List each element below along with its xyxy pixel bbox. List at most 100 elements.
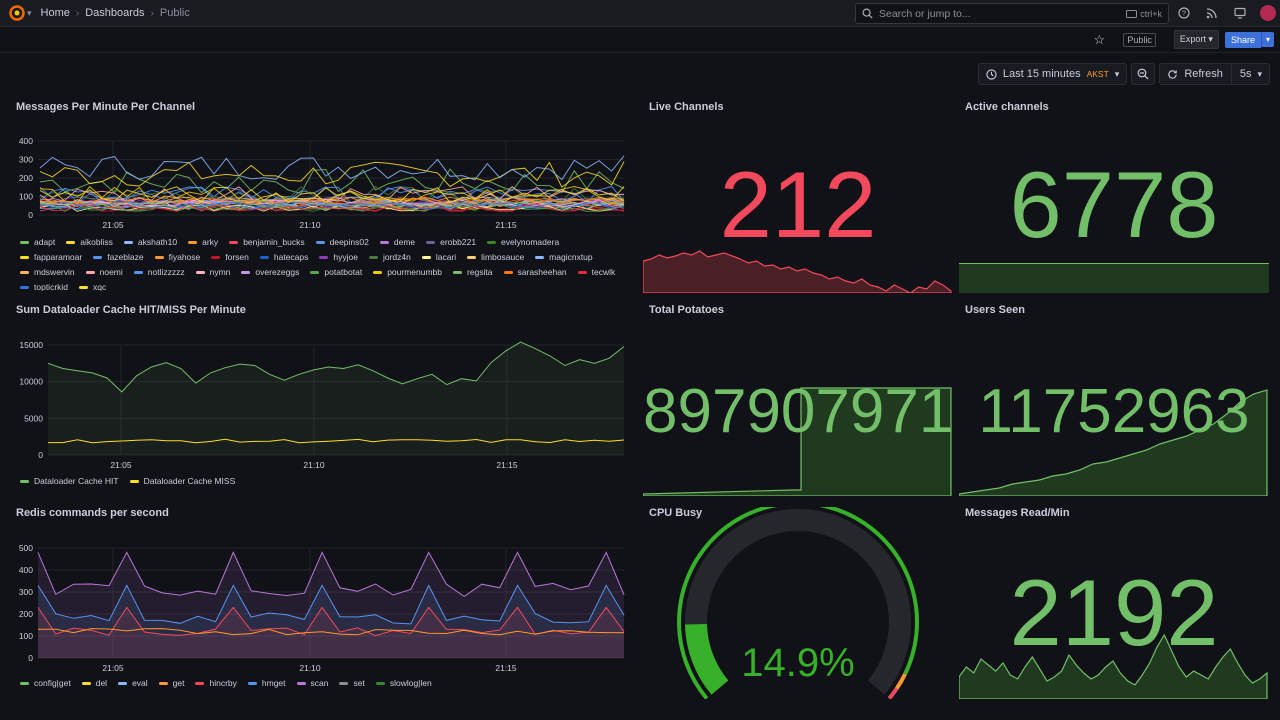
legend-item[interactable]: slowlog|len [375, 678, 432, 688]
legend-item[interactable]: overezeggs [241, 267, 299, 277]
refresh-button[interactable]: Refresh 5s ▾ [1159, 63, 1270, 85]
dataloader-timeseries-chart[interactable]: 15000 10000 5000 0 21:05 21:10 21:15 [16, 330, 628, 470]
legend-item[interactable]: topticrkid [20, 282, 68, 291]
user-avatar[interactable] [1260, 5, 1276, 21]
legend-item[interactable]: tecwlk [577, 267, 615, 277]
legend-item[interactable]: akshath10 [123, 237, 177, 247]
y-tick-label: 200 [19, 173, 33, 183]
legend-item[interactable]: sarasheehan [503, 267, 567, 277]
legend-item[interactable]: limbosauce [467, 252, 524, 262]
legend-item[interactable]: hincrby [195, 678, 237, 688]
legend-label: pourmenumbb [387, 267, 442, 277]
breadcrumb-home[interactable]: Home [40, 7, 70, 19]
legend-item[interactable]: hmget [247, 678, 286, 688]
legend-swatch [188, 240, 198, 244]
kiosk-monitor-icon[interactable] [1232, 5, 1248, 21]
legend-item[interactable]: get [158, 678, 184, 688]
series-line [39, 185, 625, 204]
legend-item[interactable]: magicnxtup [535, 252, 593, 262]
legend-item[interactable]: pourmenumbb [373, 267, 442, 277]
time-range-picker[interactable]: Last 15 minutes AKST ▾ [977, 63, 1128, 85]
chevron-down-icon[interactable]: ▾ [27, 7, 32, 18]
legend-label: hmget [261, 678, 286, 688]
x-tick-label: 21:05 [110, 460, 132, 470]
legend-swatch [319, 255, 329, 259]
legend-item[interactable]: Dataloader Cache MISS [129, 476, 235, 486]
redis-timeseries-chart[interactable]: 500 400 300 200 100 0 21:05 21:10 21:15 [16, 533, 628, 673]
legend-label: topticrkid [34, 282, 69, 291]
legend-swatch [20, 255, 29, 259]
breadcrumb-dashboards[interactable]: Dashboards [85, 7, 145, 19]
legend-item[interactable]: arky [188, 237, 218, 247]
search-input[interactable]: Search or jump to... ctrl+k [855, 3, 1169, 24]
panel-title: Messages Read/Min [965, 507, 1070, 519]
gauge-threshold-green [677, 507, 920, 699]
y-tick-label: 100 [19, 631, 33, 641]
series-line [37, 584, 625, 625]
panel-redis-commands: Redis commands per second 500 400 300 200 10… [16, 507, 628, 697]
legend-item[interactable]: set [339, 678, 365, 688]
panel-title: Users Seen [965, 304, 1025, 316]
timezone-badge: AKST [1086, 69, 1109, 79]
legend-label: fazeblaze [107, 252, 144, 262]
refresh-interval[interactable]: 5s [1239, 68, 1252, 80]
legend-item[interactable]: deepins02 [315, 237, 369, 247]
legend-item[interactable]: hyyjoe [319, 252, 358, 262]
legend-item[interactable]: fazeblaze [93, 252, 144, 262]
legend-item[interactable]: benjamin_bucks [229, 237, 305, 247]
legend-item[interactable]: forsen [211, 252, 249, 262]
legend-item[interactable]: erobb221 [426, 237, 476, 247]
legend-item[interactable]: jordz4n [368, 252, 411, 262]
grafana-logo-icon[interactable] [9, 5, 25, 21]
legend-item[interactable]: aikobliss [66, 237, 113, 247]
legend-swatch [467, 255, 477, 259]
legend-item[interactable]: config|get [20, 678, 71, 688]
messages-timeseries-chart[interactable]: 400 300 200 100 0 21:05 21:10 21:15 [16, 127, 628, 237]
gauge-value-arc [685, 623, 729, 695]
chevron-down-icon: ▾ [1257, 68, 1262, 79]
y-tick-label: 10000 [19, 377, 43, 387]
time-controls: Last 15 minutes AKST ▾ Refresh 5s ▾ [977, 63, 1270, 85]
series-line [37, 551, 625, 598]
legend-item[interactable]: nymn [195, 267, 231, 277]
legend-item[interactable]: fiyahose [154, 252, 200, 262]
share-dropdown-icon[interactable]: ▾ [1260, 32, 1274, 47]
messages-read-value: 2192 [1009, 560, 1219, 665]
legend-label: aikobliss [80, 237, 113, 247]
legend-item[interactable]: deme [379, 237, 415, 247]
series-area [38, 585, 624, 658]
legend-item[interactable]: fapparamoar [20, 252, 82, 262]
legend-item[interactable]: adapt [20, 237, 55, 247]
legend-item[interactable]: eval [118, 678, 148, 688]
zoom-out-button[interactable] [1131, 63, 1156, 85]
rss-news-icon[interactable] [1204, 5, 1220, 21]
legend-swatch [20, 270, 29, 274]
legend-item[interactable]: regsita [453, 267, 493, 277]
legend-swatch [453, 270, 462, 274]
legend-swatch [259, 255, 269, 259]
star-icon[interactable]: ☆ [1093, 31, 1106, 47]
legend-swatch [375, 681, 385, 685]
share-button[interactable]: Share [1224, 31, 1261, 48]
legend-item[interactable]: lacari [421, 252, 456, 262]
legend-item[interactable]: hatecaps [259, 252, 308, 262]
legend-swatch [20, 681, 29, 685]
legend-label: hincrby [209, 678, 237, 688]
x-tick-label: 21:15 [495, 220, 517, 230]
legend-item[interactable]: mdswervin [20, 267, 75, 277]
legend-swatch [129, 479, 139, 483]
legend-item[interactable]: Dataloader Cache HIT [20, 476, 119, 486]
legend-item[interactable]: notlizzzzz [133, 267, 185, 277]
legend-item[interactable]: xqc [79, 282, 106, 291]
chevron-down-icon: ▾ [1208, 34, 1213, 44]
legend-item[interactable]: evelynomadera [487, 237, 559, 247]
legend-label: nymn [209, 267, 231, 277]
live-channels-value: 212 [719, 152, 877, 257]
series-line [48, 438, 625, 444]
legend-item[interactable]: scan [296, 678, 328, 688]
export-button[interactable]: Export ▾ [1173, 30, 1219, 49]
help-icon[interactable]: ? [1176, 5, 1192, 21]
legend-item[interactable]: potatbotat [310, 267, 362, 277]
legend-item[interactable]: del [81, 678, 107, 688]
legend-item[interactable]: noemi [85, 267, 123, 277]
